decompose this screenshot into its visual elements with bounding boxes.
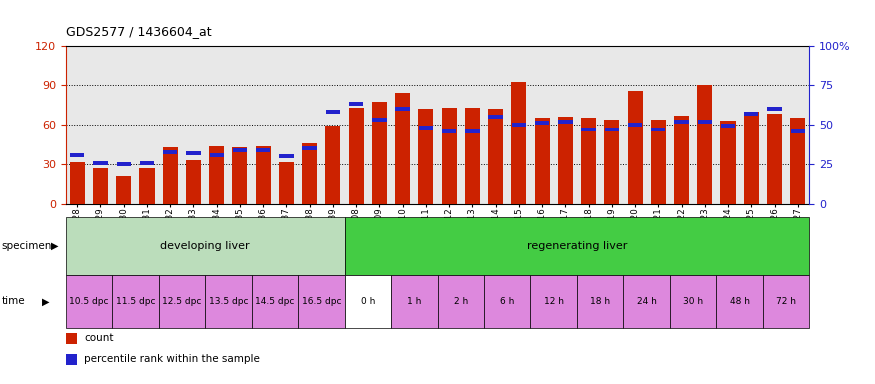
Bar [488,115,503,119]
Bar [279,154,294,158]
Text: 14.5 dpc: 14.5 dpc [255,297,295,306]
Bar [302,143,318,204]
Bar [627,91,642,204]
Bar [488,109,503,204]
Bar [535,121,550,125]
Bar [466,129,480,133]
Text: 24 h: 24 h [637,297,656,306]
Text: 48 h: 48 h [730,297,750,306]
Bar [605,119,620,204]
Text: 30 h: 30 h [683,297,704,306]
Bar [139,168,155,204]
Bar [372,103,387,204]
Bar [511,81,527,204]
Bar [396,107,410,111]
Bar [581,118,596,204]
Bar [721,124,735,128]
Bar [674,116,690,204]
Bar [372,118,387,122]
Text: GDS2577 / 1436604_at: GDS2577 / 1436604_at [66,25,211,38]
Bar [233,148,247,152]
Bar [209,146,224,204]
Bar [233,147,248,204]
Bar [349,103,363,106]
Bar [70,162,85,204]
Bar [419,126,433,130]
Text: ▶: ▶ [51,241,59,251]
Text: 13.5 dpc: 13.5 dpc [208,297,248,306]
Bar [116,162,131,166]
Text: time: time [2,296,25,306]
Text: 2 h: 2 h [453,297,468,306]
Text: 6 h: 6 h [500,297,514,306]
Bar [116,176,131,204]
Text: 12.5 dpc: 12.5 dpc [162,297,201,306]
Text: 18 h: 18 h [590,297,610,306]
Bar [697,86,712,204]
Text: 11.5 dpc: 11.5 dpc [116,297,155,306]
Text: 10.5 dpc: 10.5 dpc [69,297,108,306]
Bar [512,123,526,127]
Bar [70,153,84,157]
Bar [651,127,666,131]
Bar [558,120,572,124]
Bar [767,107,781,111]
Bar [326,110,340,114]
Bar [697,120,712,124]
Bar [279,162,294,204]
Bar [628,123,642,127]
Bar [348,108,364,204]
Text: 12 h: 12 h [543,297,564,306]
Bar [791,129,805,133]
Bar [186,160,201,204]
Bar [535,118,550,204]
Text: 1 h: 1 h [407,297,422,306]
Text: developing liver: developing liver [160,241,250,251]
Text: 0 h: 0 h [360,297,375,306]
Bar [720,121,736,204]
Bar [442,108,457,204]
Bar [326,126,340,204]
Bar [465,108,480,204]
Bar [209,153,224,157]
Text: specimen: specimen [2,241,52,251]
Text: ▶: ▶ [42,296,50,306]
Bar [396,93,410,204]
Text: percentile rank within the sample: percentile rank within the sample [84,354,260,364]
Bar [186,151,200,155]
Bar [256,148,270,152]
Bar [744,112,759,204]
Bar [605,127,619,131]
Bar [557,117,573,204]
Bar [651,119,666,204]
Bar [163,150,178,154]
Bar [93,168,108,204]
Bar [442,129,456,133]
Text: count: count [84,333,114,343]
Bar [255,146,270,204]
Bar [581,127,596,131]
Bar [744,112,759,116]
Bar [140,161,154,165]
Bar [767,114,782,204]
Bar [675,120,689,124]
Text: 72 h: 72 h [776,297,796,306]
Bar [790,118,805,204]
Bar [94,161,108,165]
Text: 16.5 dpc: 16.5 dpc [302,297,341,306]
Bar [163,147,178,204]
Bar [303,146,317,151]
Bar [418,109,433,204]
Text: regenerating liver: regenerating liver [527,241,627,251]
